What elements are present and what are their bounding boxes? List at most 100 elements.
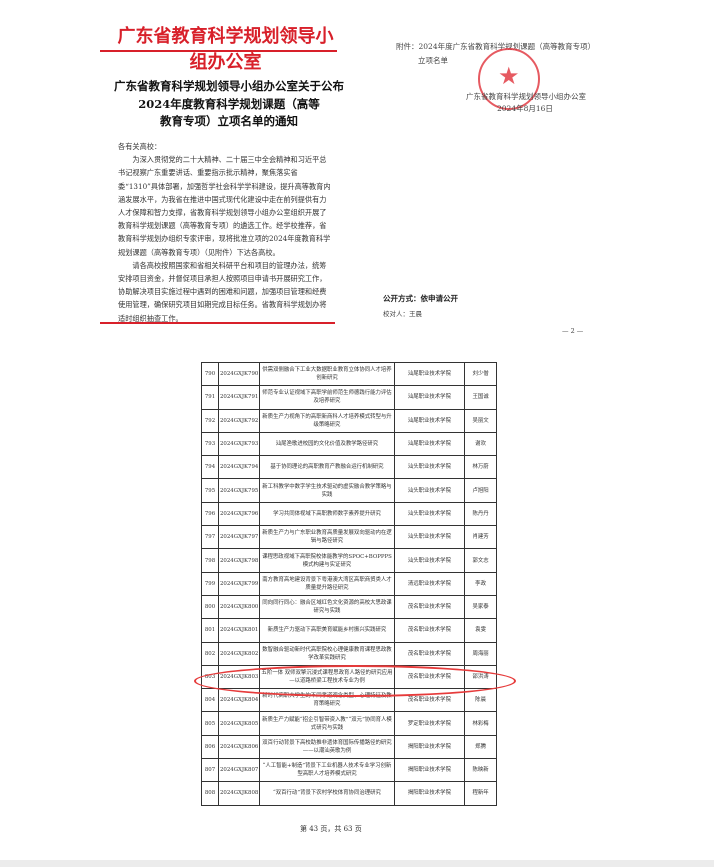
page-gap (0, 860, 714, 867)
institution: 汕头职业技术学院 (393, 455, 466, 480)
project-title: 汕尾渔歌进校园的文化价值及教学路径研究 (259, 431, 395, 457)
principal: 吴家泰 (464, 594, 497, 620)
row-number: 792 (201, 408, 219, 433)
institution: 汕尾职业技术学院 (393, 408, 466, 433)
project-code: 2024GXJK797 (217, 525, 261, 550)
row-number: 791 (201, 385, 219, 410)
table-row: 807 2024GXJK807 “人工智能+制造”背景下工业机器人技术专业学习创新型… (201, 758, 497, 783)
notice-title-line-2: 2024年度教育科学规划课题（高等 (138, 97, 320, 111)
principal: 谢欢 (464, 431, 497, 457)
notice-title-line-3: 教育专项）立项名单的通知 (160, 114, 298, 128)
salutation: 各有关高校： (118, 142, 162, 151)
institution: 汕头职业技术学院 (393, 548, 466, 573)
principal: 刘少僧 (464, 361, 497, 387)
row-number: 807 (201, 758, 219, 783)
principal: 郭文志 (464, 548, 497, 573)
institution: 汕头职业技术学院 (393, 478, 466, 503)
row-number: 801 (201, 618, 219, 643)
project-title: “双百行动”背景下农村学校体育协同治理研究 (259, 781, 395, 806)
row-number: 800 (201, 594, 219, 620)
table-row: 795 2024GXJK795 新工科教学中数字学生技术驱动的虚实融合教学策略与实践… (201, 478, 497, 503)
table-row: 798 2024GXJK798 课程思政视域下高职院校体能教学的SPOC+BOPPP… (201, 548, 497, 573)
pager: 第 43 页，共 63 页 (300, 825, 362, 833)
institution: 揭阳职业技术学院 (393, 758, 466, 783)
notice-title-line-1: 广东省教育科学规划领导小组办公室关于公布 (114, 79, 344, 93)
star-icon: ★ (498, 62, 520, 90)
row-number: 808 (201, 781, 219, 806)
project-table: 790 2024GXJK790 供需双侧融合下工业大数据职业教育立体协同人才培养创新… (201, 361, 497, 806)
project-title: 新工科教学中数字学生技术驱动的虚实融合教学策略与实践 (259, 478, 395, 503)
table-row: 805 2024GXJK805 新质生产力赋能“招企引智带资入教”“双元”协同育人模… (201, 711, 497, 736)
row-number: 806 (201, 734, 219, 760)
principal: 吴丽文 (464, 408, 497, 433)
project-title: 数智融合驱动新时代高职院校心理健康教育课程思政教学改革实践研究 (259, 641, 395, 666)
institution: 揭阳职业技术学院 (393, 734, 466, 760)
institution: 茂名职业技术学院 (393, 641, 466, 666)
project-code: 2024GXJK798 (217, 548, 261, 573)
project-code: 2024GXJK800 (217, 594, 261, 620)
row-number: 804 (201, 688, 219, 713)
project-title: 供需双侧融合下工业大数据职业教育立体协同人才培养创新研究 (259, 361, 395, 387)
project-code: 2024GXJK799 (217, 571, 261, 596)
project-title: 课程思政视域下高职院校体能教学的SPOC+BOPPPS模式构建与实证研究 (259, 548, 395, 573)
project-code: 2024GXJK791 (217, 385, 261, 410)
table-row: 801 2024GXJK801 新质生产力驱动下高职美育赋能乡村振兴实践研究 茂名职业… (201, 618, 497, 643)
principal: 陈丹丹 (464, 501, 497, 527)
project-title: 新质生产力与广东职业教育高质量发展双向驱动内在逻辑与路径研究 (259, 525, 395, 550)
official-seal: ★ (478, 48, 540, 110)
project-code: 2024GXJK796 (217, 501, 261, 527)
project-code: 2024GXJK806 (217, 734, 261, 760)
table-row: 793 2024GXJK793 汕尾渔歌进校园的文化价值及教学路径研究 汕尾职业技术学… (201, 431, 497, 457)
project-code: 2024GXJK801 (217, 618, 261, 643)
institution: 茂名职业技术学院 (393, 618, 466, 643)
project-title: 同向同行同心：融合区域红色文化资源的高校大思政课研究与实践 (259, 594, 395, 620)
table-row: 799 2024GXJK799 南方教育高地建设背景下粤港澳大湾区高职商贸类人才质量… (201, 571, 497, 596)
row-number: 805 (201, 711, 219, 736)
project-code: 2024GXJK792 (217, 408, 261, 433)
table-row: 800 2024GXJK800 同向同行同心：融合区域红色文化资源的高校大思政课研究… (201, 594, 497, 620)
principal: 肖建芳 (464, 525, 497, 550)
project-title: 双百行动背景下高校助推非遗体育国际传播路径的研究——以潮汕英歌为例 (259, 734, 395, 760)
notice-body: 各有关高校： 为深入贯彻党的二十大精神、二十届三中全会精神和习近平总书记视察广东… (118, 140, 333, 325)
project-code: 2024GXJK793 (217, 431, 261, 457)
table-row: 790 2024GXJK790 供需双侧融合下工业大数据职业教育立体协同人才培养创新… (201, 361, 497, 387)
principal: 程新年 (464, 781, 497, 806)
table-row: 794 2024GXJK794 基于协同理论的高职教育产教融合运行机制研究 汕头职业技… (201, 455, 497, 480)
institution: 茂名职业技术学院 (393, 594, 466, 620)
principal: 李政 (464, 571, 497, 596)
principal: 卢旭阳 (464, 478, 497, 503)
paragraph: 请各高校按照国家和省相关科研平台和项目的管理办法，统筹安排项目资金，并督促项目承… (118, 260, 327, 323)
institution: 汕尾职业技术学院 (393, 361, 466, 387)
row-number: 796 (201, 501, 219, 527)
project-title: 新质生产力赋能“招企引智带资入教”“双元”协同育人模式研究与实践 (259, 711, 395, 736)
project-code: 2024GXJK807 (217, 758, 261, 783)
table-row: 797 2024GXJK797 新质生产力与广东职业教育高质量发展双向驱动内在逻辑与… (201, 525, 497, 550)
signer: 广东省教育科学规划领导小组办公室 (466, 92, 586, 101)
project-code: 2024GXJK795 (217, 478, 261, 503)
proofreader: 校对人：王晨 (383, 310, 422, 318)
row-number: 790 (201, 361, 219, 387)
row-number: 795 (201, 478, 219, 503)
project-code: 2024GXJK802 (217, 641, 261, 666)
principal: 陈映新 (464, 758, 497, 783)
row-number: 802 (201, 641, 219, 666)
project-code: 2024GXJK794 (217, 455, 261, 480)
highlight-ellipse (194, 665, 516, 697)
project-title: 新质生产力驱动下高职美育赋能乡村振兴实践研究 (259, 618, 395, 643)
project-title: 新质生产力视角下的高职新商科人才培养模式转型与升级策略研究 (259, 408, 395, 433)
principal: 郑腾 (464, 734, 497, 760)
page-number: — 2 — (562, 327, 584, 335)
project-title: 南方教育高地建设背景下粤港澳大湾区高职商贸类人才质量提升路径研究 (259, 571, 395, 596)
table-row: 802 2024GXJK802 数智融合驱动新时代高职院校心理健康教育课程思政教学改… (201, 641, 497, 666)
table-row: 791 2024GXJK791 师范专业认证视域下高职学前师范生师德践行能力评估及培… (201, 385, 497, 410)
project-code: 2024GXJK805 (217, 711, 261, 736)
disclosure: 公开方式：依申请公开 (383, 294, 458, 303)
letterhead: 广东省教育科学规划领导小组办公室 (117, 26, 334, 73)
institution: 汕头职业技术学院 (393, 501, 466, 527)
institution: 罗定职业技术学院 (393, 711, 466, 736)
row-number: 797 (201, 525, 219, 550)
project-title: 师范专业认证视域下高职学前师范生师德践行能力评估及培养研究 (259, 385, 395, 410)
paragraph: 为深入贯彻党的二十大精神、二十届三中全会精神和习近平总书记视察广东重要讲话、重要… (118, 155, 331, 257)
row-number: 794 (201, 455, 219, 480)
institution: 汕头职业技术学院 (393, 525, 466, 550)
